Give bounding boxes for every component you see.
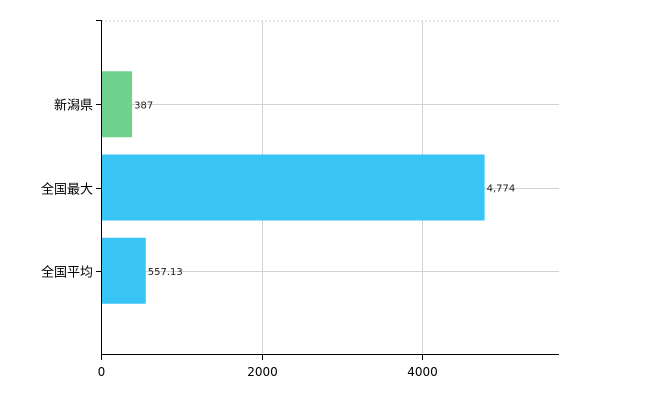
data-label: 4,774 xyxy=(487,184,516,195)
data-label: 557.13 xyxy=(148,267,183,278)
category-label: 新潟県 xyxy=(54,98,93,114)
data-label: 387 xyxy=(134,100,153,111)
x-tick-label: 4000 xyxy=(407,365,438,379)
bar-2 xyxy=(101,154,485,221)
bar-3 xyxy=(101,237,146,304)
category-label: 全国最大 xyxy=(41,182,93,198)
x-tick-label: 0 xyxy=(98,365,106,379)
x-tick-label: 2000 xyxy=(247,365,278,379)
bar-1 xyxy=(101,71,133,138)
category-label: 全国平均 xyxy=(41,265,93,281)
bars xyxy=(101,71,485,304)
axes xyxy=(96,20,559,360)
